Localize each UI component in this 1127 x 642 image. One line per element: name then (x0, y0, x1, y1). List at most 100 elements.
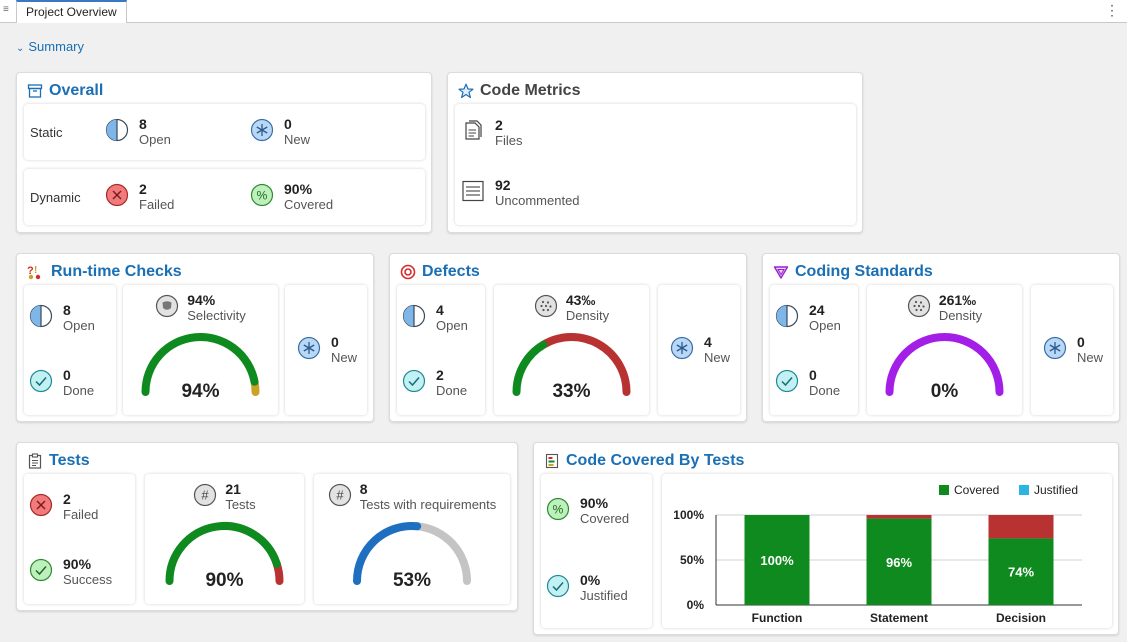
legend-swatch-covered (939, 485, 949, 495)
coding-open-value: 24 (809, 302, 825, 318)
bar-covered-decision (988, 538, 1054, 605)
y-tick-label: 50% (680, 553, 704, 567)
tab-project-overview[interactable]: Project Overview (16, 0, 127, 23)
static-new-label: New (284, 132, 311, 147)
asterisk-circle-icon (1043, 336, 1067, 360)
runtime-new-metric[interactable]: 0 New (297, 334, 357, 366)
bar-function[interactable] (744, 515, 810, 605)
justified-metric[interactable]: 0% Justified (546, 572, 628, 604)
static-new-metric[interactable]: 0 New (250, 116, 310, 148)
bar-statement[interactable] (866, 515, 932, 605)
coding-new-metric[interactable]: 0 New (1043, 334, 1103, 366)
hash-circle-icon: # (194, 483, 217, 507)
runtime-status-card: 8 Open 0 Done (24, 285, 116, 415)
defects-done-value: 2 (436, 367, 444, 383)
dynamic-covered-metric[interactable]: % 90% Covered (250, 181, 333, 213)
covered-label: Covered (580, 511, 630, 526)
archive-box-icon (27, 84, 43, 98)
runtime-open-metric[interactable]: 8 Open (29, 302, 95, 334)
tests-count-value: 21 (225, 481, 241, 497)
defects-new-metric[interactable]: 4 New (670, 334, 730, 366)
code-metrics-card: 2 Files 92 Uncommented (455, 104, 856, 225)
coverage-report-icon (545, 453, 559, 469)
coding-done-metric[interactable]: 0 Done (775, 367, 840, 399)
static-open-metric[interactable]: 8 Open (105, 116, 171, 148)
files-icon (465, 120, 482, 140)
text-lines-icon (462, 180, 484, 202)
selectivity-gauge (141, 333, 260, 396)
defects-status-card: 4 Open 2 Done (397, 285, 485, 415)
defects-open-metric[interactable]: 4 Open (402, 302, 468, 334)
tests-success-metric[interactable]: 90% Success (29, 556, 112, 588)
uncommented-metric[interactable]: 92 Uncommented (461, 177, 580, 209)
tests-req-value: 8 (359, 481, 368, 497)
selectivity-gauge-value: 94% (181, 381, 220, 402)
half-circle-icon (29, 304, 53, 328)
coding-gauge-value: 0% (930, 381, 959, 402)
dynamic-failed-label: Failed (139, 197, 175, 212)
runtime-selectivity-card[interactable]: 94% Selectivity 94% (123, 285, 278, 415)
tab-menu-icon[interactable]: ≡ (3, 4, 9, 15)
covered-metric[interactable]: % 90% Covered (546, 495, 629, 527)
bar-covered-statement (866, 518, 932, 605)
summary-toggle[interactable]: ⌄ Summary (16, 39, 84, 54)
coding-density-card[interactable]: 261‰ Density 0% (867, 285, 1022, 415)
tests-failed-label: Failed (63, 507, 99, 522)
coding-status-card: 24 Open 0 Done (770, 285, 858, 415)
static-new-value: 0 (284, 116, 292, 132)
coding-gauge-remaining-arc (885, 333, 1004, 396)
svg-text:#: # (202, 488, 210, 503)
defects-density-label: Density (565, 308, 610, 323)
files-value: 2 (495, 117, 503, 133)
defects-gauge-value: 33% (552, 381, 591, 402)
bar-data-label: 96% (886, 555, 912, 570)
bar-covered-function (744, 515, 810, 605)
clipboard-icon (28, 453, 42, 469)
defects-density-card[interactable]: 43‰ Density 33% (494, 285, 649, 415)
defects-done-metric[interactable]: 2 Done (402, 367, 467, 399)
asterisk-circle-icon (670, 336, 694, 360)
tests-status-card: 2 Failed 90% Success (24, 474, 135, 604)
justified-value: 0% (580, 572, 601, 588)
overall-panel: Overall Static 8 Open 0 New Dynamic 2 Faile… (16, 72, 432, 233)
svg-text:%: % (257, 189, 268, 203)
justified-label: Justified (580, 588, 628, 603)
legend-swatch-justified (1019, 485, 1029, 495)
runtime-done-label: Done (63, 383, 95, 398)
overall-title-text: Overall (49, 82, 104, 99)
dynamic-covered-value: 90% (284, 181, 313, 197)
tests-success-value: 90% (63, 556, 92, 572)
tests-req-gauge (353, 522, 471, 585)
defects-open-value: 4 (436, 302, 444, 318)
defects-new-value: 4 (704, 334, 712, 350)
tests-success-label: Success (63, 572, 113, 587)
bar-uncovered-decision (988, 515, 1054, 539)
coding-open-metric[interactable]: 24 Open (775, 302, 841, 334)
overall-dynamic-card: Dynamic 2 Failed % 90% Covered (24, 169, 425, 225)
runtime-checks-title-text: Run-time Checks (51, 263, 182, 280)
shield-circle-icon (156, 294, 179, 318)
dynamic-failed-metric[interactable]: 2 Failed (105, 181, 174, 213)
static-label: Static (30, 125, 63, 140)
static-open-value: 8 (139, 116, 147, 132)
tests-requirements-card[interactable]: # 8 Tests with requirements 53% (314, 474, 510, 604)
code-metrics-title-text: Code Metrics (480, 82, 581, 99)
defects-gauge-remaining-arc (539, 333, 631, 396)
more-options-icon[interactable]: ⋮ (1105, 2, 1119, 18)
check-circle-icon (402, 369, 426, 393)
selectivity-gauge-value-arc (141, 333, 259, 396)
bar-decision[interactable] (988, 515, 1054, 605)
runtime-new-label: New (331, 350, 358, 365)
files-metric[interactable]: 2 Files (461, 117, 522, 149)
runtime-checks-title: ?! Run-time Checks (27, 263, 182, 281)
tests-failed-metric[interactable]: 2 Failed (29, 491, 98, 523)
percent-circle-icon: % (546, 497, 570, 521)
defects-title-text: Defects (422, 263, 480, 280)
tests-count-card[interactable]: # 21 Tests 90% (145, 474, 304, 604)
uncommented-label: Uncommented (495, 193, 580, 208)
tests-req-gauge-value: 53% (392, 570, 432, 591)
code-covered-title-text: Code Covered By Tests (566, 452, 745, 469)
runtime-done-metric[interactable]: 0 Done (29, 367, 94, 399)
defects-gauge-value-arc (512, 340, 548, 396)
tests-title: Tests (27, 452, 90, 470)
